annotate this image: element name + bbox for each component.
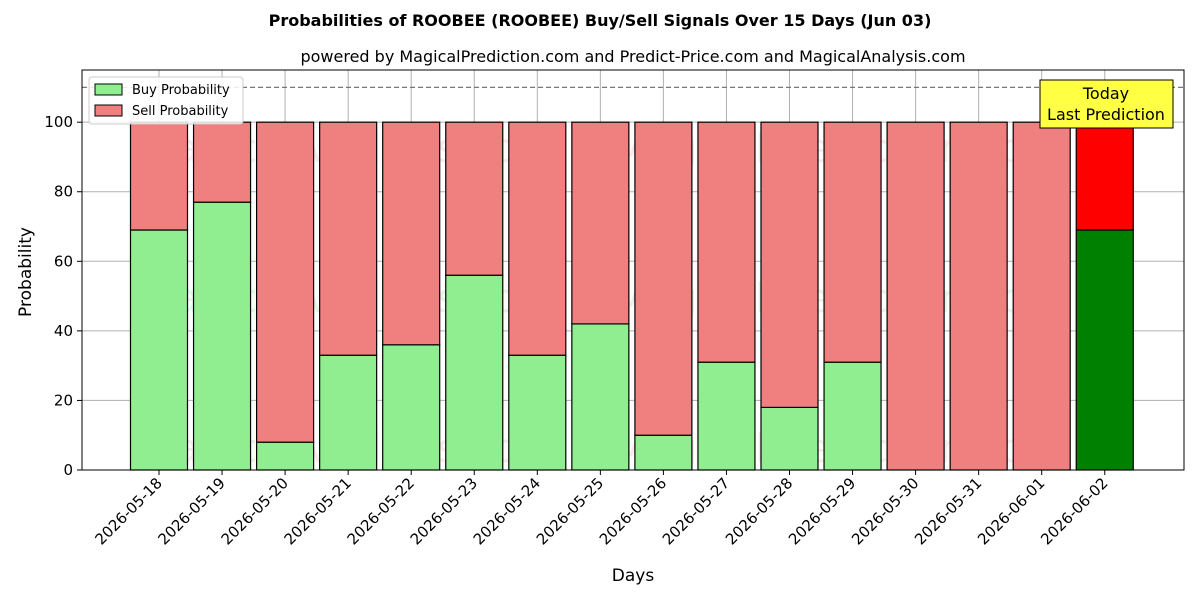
sell-bar	[697, 121, 756, 363]
legend: Buy Probability Sell Probability	[88, 76, 244, 125]
annotation-text: Last Prediction	[1047, 105, 1165, 124]
buy-bar	[319, 354, 378, 471]
sell-bar	[256, 121, 315, 443]
sell-bar	[319, 121, 378, 356]
x-tick-label: 2026-05-22	[344, 474, 418, 548]
sell-bar	[1075, 121, 1134, 231]
y-tick-label: 100	[44, 113, 73, 131]
sell-bar	[823, 121, 882, 363]
sell-bar	[634, 121, 693, 436]
buy-bar	[129, 229, 189, 471]
sell-bar	[886, 121, 945, 471]
sell-bar	[382, 121, 441, 346]
x-tick-label: 2026-05-18	[91, 474, 165, 548]
chart-title: Probabilities of ROOBEE (ROOBEE) Buy/Sel…	[269, 11, 932, 30]
x-tick-label: 2026-05-23	[407, 474, 481, 548]
buy-bar	[445, 274, 504, 471]
buy-bar	[508, 354, 567, 471]
x-tick-label: 2026-05-28	[722, 474, 796, 548]
legend-swatch	[94, 83, 123, 96]
bars	[129, 121, 1134, 471]
x-tick-label: 2026-05-27	[659, 474, 733, 548]
legend-label: Buy Probability	[132, 83, 230, 98]
x-tick-label: 2026-06-01	[974, 474, 1048, 548]
buy-bar	[571, 323, 630, 471]
x-tick-label: 2026-06-02	[1037, 474, 1111, 548]
y-tick-label: 40	[54, 322, 73, 340]
buy-bar	[823, 361, 882, 471]
buy-bar	[192, 201, 252, 471]
y-tick-label: 0	[63, 461, 73, 479]
buy-bar	[382, 344, 441, 471]
sell-bar	[192, 121, 252, 203]
buy-bar	[1075, 229, 1134, 471]
chart-subtitle: powered by MagicalPrediction.com and Pre…	[300, 47, 965, 66]
sell-bar	[760, 121, 819, 408]
y-tick-label: 20	[54, 391, 73, 409]
legend-label: Sell Probability	[132, 104, 229, 119]
legend-swatch	[94, 104, 123, 117]
sell-bar	[445, 121, 504, 276]
annotation-box	[1039, 79, 1174, 129]
plot-frame	[81, 69, 1185, 471]
y-tick-label: 60	[54, 252, 73, 270]
x-axis-label: Days	[612, 566, 655, 586]
y-axis-label: Probability	[16, 227, 36, 317]
y-axis-ticks: 0 20 40 60 80 100	[44, 113, 82, 479]
buy-bar	[256, 441, 315, 471]
x-axis-ticks: 2026-05-182026-05-192026-05-202026-05-21…	[91, 470, 1112, 548]
buy-bar	[697, 361, 756, 471]
sell-bar	[508, 121, 567, 356]
sell-bar	[1012, 121, 1071, 471]
today-annotation: Today Last Prediction	[1039, 79, 1174, 129]
sell-bar	[949, 121, 1008, 471]
buy-bar	[634, 434, 693, 471]
buy-bar	[760, 406, 819, 471]
sell-bar	[129, 121, 189, 231]
annotation-text: Today	[1082, 84, 1129, 103]
legend-box	[88, 76, 244, 125]
y-tick-label: 80	[54, 183, 73, 201]
sell-bar	[571, 121, 630, 325]
